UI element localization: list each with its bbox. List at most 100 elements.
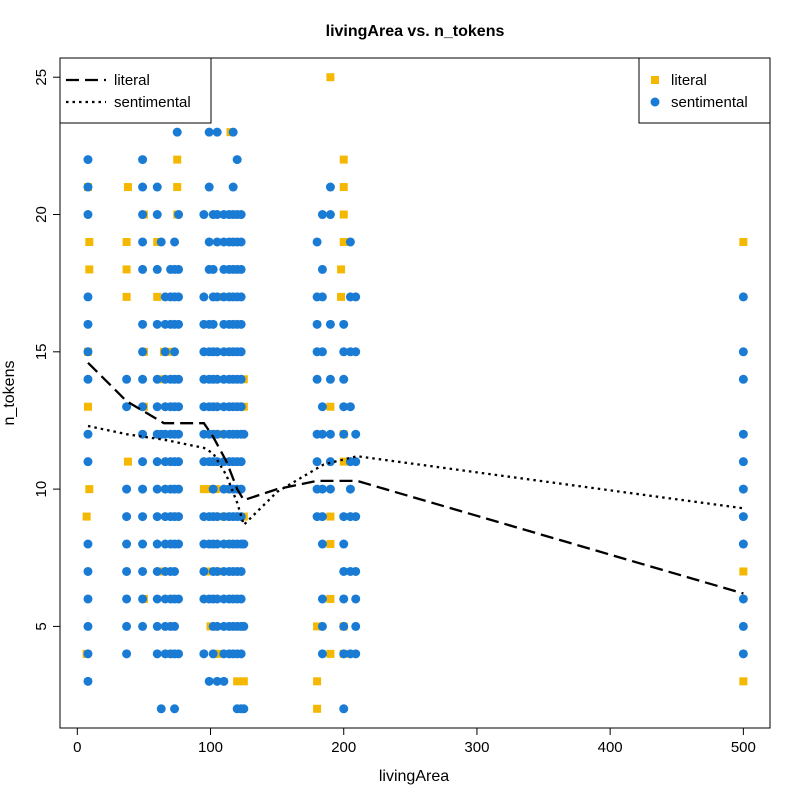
legend-circle-marker — [650, 97, 660, 107]
point-sentimental — [138, 319, 148, 329]
point-sentimental — [83, 374, 93, 384]
point-sentimental — [170, 347, 180, 357]
point-sentimental — [239, 704, 249, 714]
point-literal — [122, 292, 131, 301]
point-sentimental — [122, 512, 132, 522]
point-sentimental — [138, 264, 148, 274]
point-sentimental — [174, 374, 184, 384]
point-sentimental — [351, 512, 361, 522]
series-literal — [82, 73, 748, 713]
point-sentimental — [174, 512, 184, 522]
point-sentimental — [83, 319, 93, 329]
point-sentimental — [351, 649, 361, 659]
point-sentimental — [317, 621, 327, 631]
point-sentimental — [232, 155, 242, 165]
point-sentimental — [152, 539, 162, 549]
y-tick-label: 15 — [33, 343, 50, 360]
point-sentimental — [236, 594, 246, 604]
point-sentimental — [174, 402, 184, 412]
point-sentimental — [236, 319, 246, 329]
point-literal — [153, 292, 162, 301]
point-sentimental — [317, 539, 327, 549]
point-literal — [739, 567, 748, 576]
point-sentimental — [199, 649, 209, 659]
point-sentimental — [152, 402, 162, 412]
point-sentimental — [83, 594, 93, 604]
point-sentimental — [345, 402, 355, 412]
point-literal — [203, 485, 212, 494]
point-sentimental — [236, 210, 246, 220]
point-sentimental — [339, 429, 349, 439]
point-sentimental — [738, 457, 748, 467]
point-sentimental — [236, 566, 246, 576]
trend-lines — [87, 361, 744, 595]
point-sentimental — [152, 374, 162, 384]
point-sentimental — [738, 539, 748, 549]
legend-square-marker — [651, 76, 659, 84]
point-sentimental — [317, 264, 327, 274]
point-literal — [83, 402, 92, 411]
point-literal — [313, 704, 322, 713]
point-sentimental — [351, 292, 361, 302]
point-sentimental — [317, 649, 327, 659]
point-sentimental — [345, 484, 355, 494]
point-sentimental — [138, 594, 148, 604]
point-legend: literal sentimental — [638, 57, 771, 124]
point-sentimental — [138, 402, 148, 412]
point-literal — [339, 155, 348, 164]
y-tick-label: 5 — [33, 622, 50, 630]
point-sentimental — [160, 347, 170, 357]
point-sentimental — [738, 292, 748, 302]
point-sentimental — [339, 347, 349, 357]
point-literal — [313, 677, 322, 686]
point-sentimental — [199, 210, 209, 220]
point-sentimental — [317, 402, 327, 412]
point-sentimental — [236, 347, 246, 357]
point-literal — [85, 237, 94, 246]
point-sentimental — [172, 127, 182, 137]
point-sentimental — [152, 594, 162, 604]
point-sentimental — [138, 457, 148, 467]
point-sentimental — [170, 566, 180, 576]
point-sentimental — [339, 402, 349, 412]
point-sentimental — [339, 704, 349, 714]
point-sentimental — [204, 127, 214, 137]
legend-point-label-sentimental: sentimental — [671, 94, 748, 111]
x-tick-label: 200 — [331, 739, 356, 756]
point-sentimental — [138, 539, 148, 549]
point-sentimental — [236, 374, 246, 384]
point-sentimental — [738, 484, 748, 494]
legend-line-label-sentimental: sentimental — [114, 94, 191, 111]
point-sentimental — [351, 457, 361, 467]
trend-line-sentimental — [87, 424, 744, 527]
point-literal — [214, 649, 223, 658]
point-literal — [173, 183, 182, 192]
point-literal — [82, 512, 91, 521]
point-sentimental — [83, 292, 93, 302]
point-sentimental — [317, 292, 327, 302]
point-sentimental — [228, 182, 238, 192]
point-sentimental — [738, 621, 748, 631]
point-sentimental — [312, 319, 322, 329]
point-sentimental — [236, 457, 246, 467]
point-sentimental — [325, 429, 335, 439]
trend-line-literal — [87, 361, 744, 595]
point-sentimental — [325, 374, 335, 384]
point-sentimental — [325, 182, 335, 192]
line-legend-box — [59, 57, 212, 124]
point-sentimental — [152, 621, 162, 631]
point-sentimental — [325, 457, 335, 467]
point-sentimental — [219, 676, 229, 686]
y-tick-label: 25 — [33, 69, 50, 86]
point-literal — [326, 540, 335, 549]
chart-title: livingArea vs. n_tokens — [326, 23, 505, 40]
point-literal — [739, 237, 748, 246]
point-sentimental — [236, 649, 246, 659]
point-sentimental — [317, 210, 327, 220]
point-sentimental — [738, 512, 748, 522]
point-sentimental — [152, 319, 162, 329]
y-axis: 5 10 15 20 25 — [33, 69, 61, 631]
point-literal — [337, 292, 346, 301]
point-sentimental — [204, 237, 214, 247]
point-sentimental — [174, 429, 184, 439]
